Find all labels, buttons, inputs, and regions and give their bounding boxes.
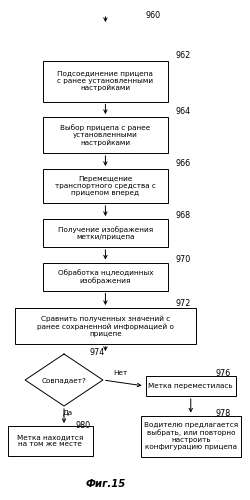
Text: 960: 960 xyxy=(145,12,160,20)
Text: Обработка нцлеодинных
изображения: Обработка нцлеодинных изображения xyxy=(58,269,152,284)
Text: 962: 962 xyxy=(175,52,190,60)
Text: Подсоединение прицепа
с ранее установленными
настройками: Подсоединение прицепа с ранее установлен… xyxy=(57,70,153,92)
Text: Водителю предлагается
выбрать, или повторно
настроить
конфигурацию прицепа: Водителю предлагается выбрать, или повто… xyxy=(143,422,237,450)
Text: Фиг.15: Фиг.15 xyxy=(85,479,125,489)
Text: 968: 968 xyxy=(175,212,190,220)
FancyBboxPatch shape xyxy=(42,60,168,102)
FancyBboxPatch shape xyxy=(145,376,235,396)
Text: Метка находится
на том же месте: Метка находится на том же месте xyxy=(17,434,83,448)
Text: Метка переместилась: Метка переместилась xyxy=(148,383,232,389)
Text: 980: 980 xyxy=(75,420,90,430)
Text: Да: Да xyxy=(62,410,72,416)
Text: Сравнить полученных значений с
ранее сохраненной информацией о
прицепе: Сравнить полученных значений с ранее сох… xyxy=(37,316,173,336)
Text: 978: 978 xyxy=(215,410,230,418)
Text: Получение изображения
метки/прицепа: Получение изображения метки/прицепа xyxy=(58,226,152,240)
Text: Выбор прицепа с ранее
установленными
настройками: Выбор прицепа с ранее установленными нас… xyxy=(60,124,150,146)
Text: 972: 972 xyxy=(175,300,190,308)
Text: 964: 964 xyxy=(175,106,190,116)
Polygon shape xyxy=(25,354,102,406)
FancyBboxPatch shape xyxy=(42,117,168,153)
FancyBboxPatch shape xyxy=(15,308,195,344)
FancyBboxPatch shape xyxy=(42,169,168,203)
Text: Перемещение
транспортного средства с
прицепом вперед: Перемещение транспортного средства с при… xyxy=(55,176,155,196)
FancyBboxPatch shape xyxy=(42,219,168,247)
FancyBboxPatch shape xyxy=(42,262,168,290)
FancyBboxPatch shape xyxy=(140,416,240,457)
Text: 976: 976 xyxy=(215,370,230,378)
Text: 974: 974 xyxy=(89,348,104,357)
Text: Нет: Нет xyxy=(113,370,127,376)
Text: 966: 966 xyxy=(175,160,190,168)
FancyBboxPatch shape xyxy=(8,426,92,456)
Text: Совпадает?: Совпадает? xyxy=(42,377,86,383)
Text: 970: 970 xyxy=(175,255,190,264)
